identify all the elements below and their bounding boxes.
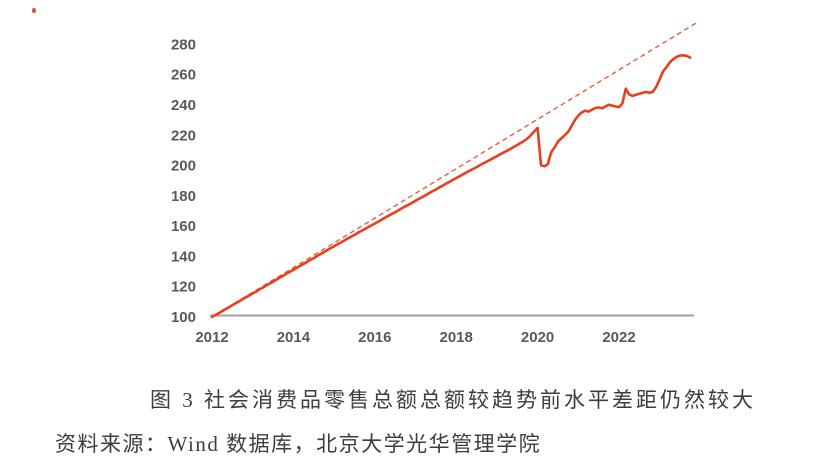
retail-sales-solid-line xyxy=(210,53,692,319)
y-tick-label: 240 xyxy=(171,97,196,114)
x-tick-label: 2014 xyxy=(277,329,311,346)
y-tick-label: 100 xyxy=(171,309,196,326)
source-note: 资料来源：Wind 数据库，北京大学光华管理学院 xyxy=(55,432,542,456)
y-tick-label: 120 xyxy=(171,279,196,296)
x-tick-label: 2018 xyxy=(440,329,473,346)
y-tick-label: 260 xyxy=(171,67,196,84)
x-tick-label: 2022 xyxy=(602,329,635,346)
y-tick-label: 160 xyxy=(171,218,196,235)
stray-red-dot xyxy=(32,8,36,13)
trend-dashed-line xyxy=(211,21,699,318)
y-tick-label: 220 xyxy=(171,127,196,144)
x-tick-label: 2020 xyxy=(521,329,554,346)
y-tick-label: 180 xyxy=(171,188,196,205)
x-axis-tick-labels: 2012 2014 2016 2018 2020 2022 xyxy=(195,329,635,346)
y-tick-label: 140 xyxy=(171,248,196,265)
x-tick-label: 2016 xyxy=(358,329,391,346)
y-tick-label: 200 xyxy=(171,158,196,175)
y-axis-tick-labels: 280 260 240 220 200 180 160 140 120 100 xyxy=(171,36,196,326)
figure-caption: 图 3 社会消费品零售总额总额较趋势前水平差距仍然较大 xyxy=(150,388,756,412)
y-tick-label: 280 xyxy=(171,36,196,53)
x-tick-label: 2012 xyxy=(195,329,228,346)
